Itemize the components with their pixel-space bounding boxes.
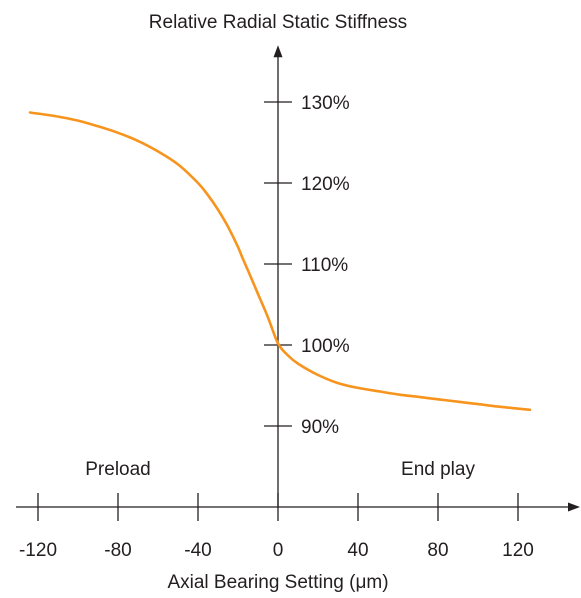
y-tick-label: 90%	[301, 417, 339, 438]
y-axis-ticks: 90% 100% 110% 120% 130%	[264, 93, 350, 438]
x-tick-label: 0	[273, 540, 284, 561]
x-axis-label: Axial Bearing Setting (μm)	[167, 572, 388, 593]
axes	[16, 45, 580, 511]
x-axis-arrowhead	[568, 503, 580, 512]
y-tick-label: 120%	[301, 174, 350, 195]
x-tick-label: 40	[347, 540, 368, 561]
y-tick-label: 110%	[301, 255, 348, 276]
end-play-label: End play	[401, 459, 475, 480]
x-tick-label: -40	[184, 540, 211, 561]
x-axis-ticks: -120 -80 -40 0 40 80 120	[19, 493, 534, 561]
x-tick-label: 80	[427, 540, 448, 561]
x-tick-label: -120	[19, 540, 57, 561]
stiffness-curve	[30, 113, 530, 410]
y-tick-label: 130%	[301, 93, 350, 114]
chart-title: Relative Radial Static Stiffness	[149, 12, 407, 33]
preload-label: Preload	[85, 459, 151, 480]
y-tick-label: 100%	[301, 336, 350, 357]
x-tick-label: -80	[104, 540, 131, 561]
x-tick-label: 120	[502, 540, 534, 561]
y-axis-arrowhead	[274, 45, 283, 57]
